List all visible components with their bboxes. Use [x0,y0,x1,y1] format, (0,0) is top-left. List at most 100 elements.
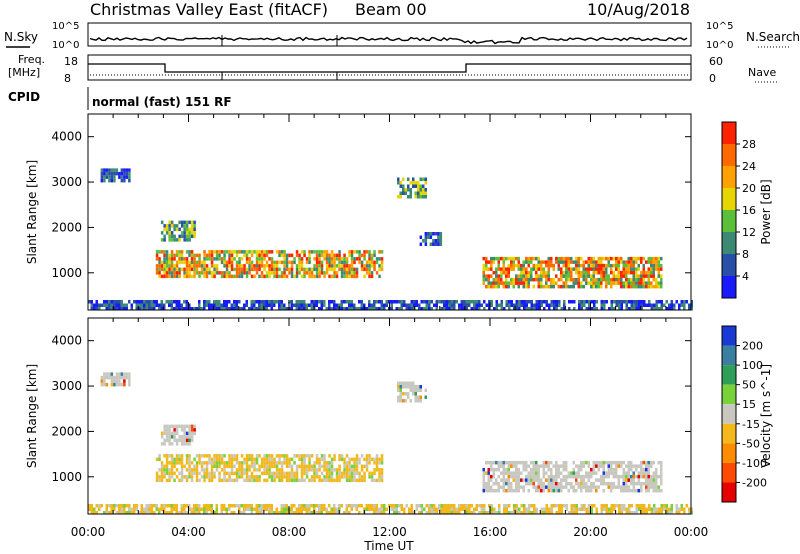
heatmap-cell [380,264,384,268]
heatmap-cell [260,274,264,279]
heatmap-cell [358,253,361,258]
heatmap-cell [510,263,513,268]
heatmap-cell [170,271,174,275]
heatmap-cell [465,307,468,311]
heatmap-cell [318,300,321,304]
heatmap-cell [283,257,286,261]
heatmap-cell [537,464,540,468]
heatmap-cell [265,454,269,458]
heatmap-cell [410,511,413,515]
heatmap-cell [298,454,301,458]
heatmap-cell [565,281,568,285]
heatmap-cell [365,461,369,465]
heatmap-cell [163,234,166,239]
heatmap-cell [625,471,628,475]
heatmap-cell [435,511,438,515]
heatmap-cell [657,474,660,479]
heatmap-cell [422,195,425,199]
heatmap-cell [373,478,376,483]
heatmap-cell [525,281,528,285]
heatmap-cell [180,475,184,479]
heatmap-cell [637,274,640,278]
heatmap-cell [210,461,214,465]
heatmap-cell [245,478,249,483]
heatmap-cell [305,303,308,307]
heatmap-cell [270,307,273,311]
heatmap-cell [355,267,359,272]
heatmap-cell [223,300,226,304]
heatmap-cell [240,454,244,458]
heatmap-cell [115,504,118,508]
heatmap-cell [228,507,231,511]
heatmap-cell [263,274,266,279]
heatmap-cell [263,461,266,465]
heatmap-cell [355,454,359,458]
heatmap-cell [255,457,259,462]
heatmap-cell [278,303,281,307]
heatmap-cell [602,467,605,472]
heatmap-cell [170,464,174,469]
heatmap-cell [330,507,333,511]
heatmap-cell [185,238,189,242]
heatmap-cell [375,271,379,275]
heatmap-cell [482,478,485,482]
heatmap-cell [535,303,538,307]
heatmap-cell [535,485,538,489]
heatmap-cell [175,253,179,258]
heatmap-cell [450,303,453,307]
heatmap-cell [198,307,201,311]
heatmap-cell [303,504,306,508]
heatmap-cell [160,435,164,439]
heatmap-cell [547,260,550,264]
heatmap-cell [562,256,565,261]
heatmap-cell [515,478,518,482]
heatmap-cell [577,256,580,261]
heatmap-cell [403,300,406,304]
heatmap-cell [190,267,194,272]
heatmap-cell [412,181,415,185]
heatmap-cell [592,481,595,486]
heatmap-cell [587,263,590,268]
heatmap-cell [183,227,186,232]
heatmap-cell [417,395,420,399]
heatmap-cell [550,511,553,515]
heatmap-cell [620,274,623,278]
heatmap-cell [345,471,349,476]
heatmap-cell [108,175,111,179]
heatmap-cell [419,388,422,392]
heatmap-cell [605,471,608,475]
heatmap-cell [540,464,543,468]
heatmap-cell [429,242,433,246]
heatmap-cell [178,454,181,458]
heatmap-cell [562,474,565,479]
heatmap-cell [300,461,304,465]
heatmap-cell [333,253,336,258]
heatmap-cell [345,507,348,511]
heatmap-cell [653,303,656,307]
heatmap-cell [365,260,369,265]
heatmap-cell [123,307,126,311]
heatmap-cell [193,271,196,275]
heatmap-cell [402,188,405,192]
heatmap-cell [300,457,304,462]
heatmap-cell [522,281,525,285]
heatmap-cell [488,300,491,304]
heatmap-cell [657,274,660,278]
heatmap-cell [615,504,618,508]
heatmap-cell [240,468,244,472]
heatmap-cell [424,191,427,195]
heatmap-cell [615,460,618,465]
heatmap-cell [253,468,256,472]
heatmap-cell [602,478,605,482]
heatmap-cell [532,267,535,271]
heatmap-cell [203,468,206,472]
colorbar-tick-label: 12 [742,226,756,239]
heatmap-cell [235,274,239,279]
heatmap-cell [575,507,578,511]
heatmap-cell [250,300,253,304]
heatmap-cell [562,274,565,278]
heatmap-cell [160,504,163,508]
heatmap-cell [223,461,226,465]
freq-panel: Freq. [MHz] 18 8 60 0 Nave [8,53,778,85]
heatmap-cell [560,284,563,289]
